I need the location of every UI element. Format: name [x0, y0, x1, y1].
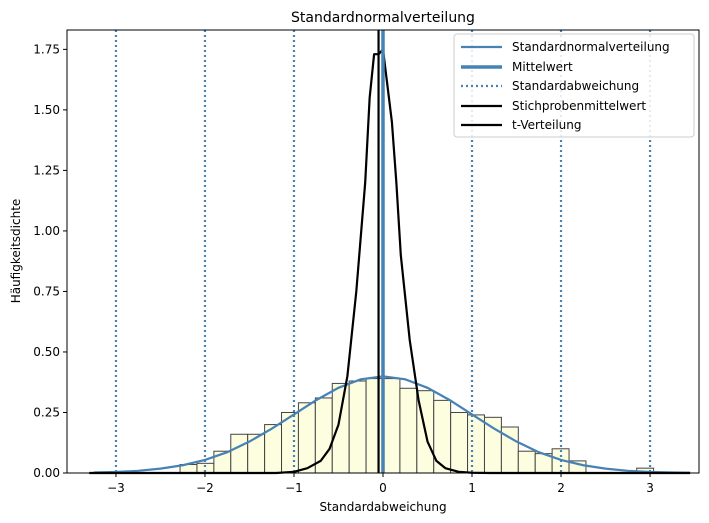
legend-label-sample-mean: Stichprobenmittelwert: [512, 99, 646, 113]
y-tick-label-6: 1.50: [33, 103, 60, 117]
histogram-bar-15: [348, 380, 367, 474]
histogram-bar-25: [517, 450, 536, 474]
legend-label-normal: Standardnormalverteilung: [512, 40, 670, 54]
y-axis-ticks: 0.00 0.25 0.50 0.75 1.00 1.25 1.50 1.75: [33, 42, 67, 480]
y-tick-label-5: 1.25: [33, 163, 60, 177]
histogram-bar-8: [230, 433, 249, 474]
y-tick-label-4: 1.00: [33, 224, 60, 238]
x-tick-label-2: −1: [285, 481, 303, 495]
legend-label-std: Standardabweichung: [512, 79, 639, 93]
y-tick-label-3: 0.75: [33, 284, 60, 298]
x-tick-label-6: 3: [646, 481, 654, 495]
y-tick-label-2: 0.50: [33, 345, 60, 359]
chart-title: Standardnormalverteilung: [291, 10, 475, 26]
x-tick-label-1: −2: [196, 481, 214, 495]
histogram-bar-12: [297, 402, 316, 474]
x-tick-label-5: 2: [557, 481, 565, 495]
histogram-bar-14: [331, 382, 350, 474]
normal-curve: [93, 375, 691, 474]
y-tick-label-0: 0.00: [33, 466, 60, 480]
mean-lines-layer: [377, 30, 385, 473]
legend-box: [453, 33, 695, 138]
x-tick-label-4: 1: [468, 481, 476, 495]
normal-curve-layer: [93, 375, 691, 474]
std-lines-layer: [114, 30, 652, 473]
y-axis-label: Häufigkeitsdichte: [9, 199, 23, 304]
histogram-bar-23: [483, 416, 502, 474]
bars-layer: [179, 378, 655, 474]
legend-label-t: t-Verteilung: [512, 118, 582, 132]
y-tick-label-7: 1.75: [33, 42, 60, 56]
histogram-bar-21: [450, 411, 469, 474]
y-tick-label-1: 0.25: [33, 405, 60, 419]
legend-label-mean: Mittelwert: [512, 60, 573, 74]
x-tick-label-3: 0: [379, 481, 387, 495]
histogram-bar-17: [382, 378, 401, 474]
histogram-bar-18: [399, 387, 418, 474]
histogram-bar-22: [467, 414, 485, 474]
x-axis-label: Standardabweichung: [319, 500, 446, 514]
legend: Standardnormalverteilung Mittelwert Stan…: [453, 33, 695, 138]
histogram-bar-16: [365, 378, 384, 474]
x-tick-label-0: −3: [107, 481, 125, 495]
x-axis-ticks: −3 −2 −1 0 1 2 3: [107, 473, 654, 495]
